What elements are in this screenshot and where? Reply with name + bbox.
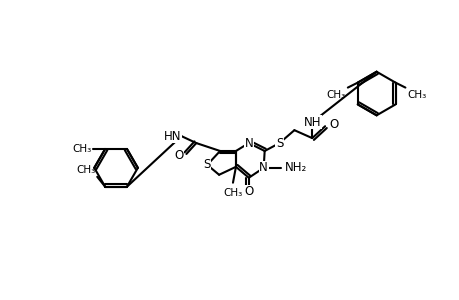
- Text: O: O: [174, 149, 183, 162]
- Text: O: O: [328, 118, 337, 131]
- Text: CH₃: CH₃: [72, 144, 91, 154]
- Text: N: N: [244, 136, 252, 150]
- Text: O: O: [244, 185, 253, 198]
- Text: CH₃: CH₃: [76, 165, 95, 175]
- Text: NH: NH: [303, 116, 320, 129]
- Text: CH₃: CH₃: [326, 90, 345, 100]
- Text: S: S: [203, 158, 210, 171]
- Text: HN: HN: [163, 130, 181, 142]
- Text: NH₂: NH₂: [284, 161, 306, 174]
- Text: CH₃: CH₃: [223, 188, 242, 198]
- Text: CH₃: CH₃: [407, 90, 425, 100]
- Text: N: N: [259, 161, 268, 174]
- Text: S: S: [275, 136, 283, 150]
